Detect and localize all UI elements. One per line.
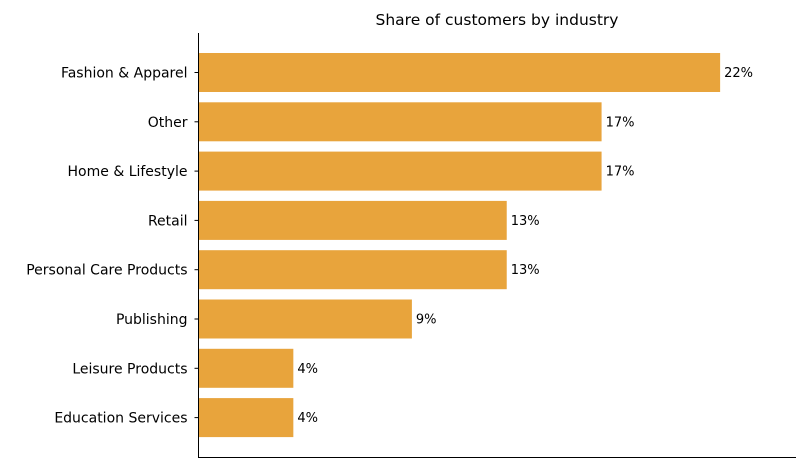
category-labels-group: Fashion & Apparel Other Home & Lifestyle Re… bbox=[26, 66, 199, 427]
bar bbox=[198, 299, 412, 339]
bar bbox=[198, 200, 507, 240]
data-label: 13% bbox=[511, 263, 540, 278]
data-label: 4% bbox=[297, 411, 318, 426]
data-label: 13% bbox=[511, 214, 540, 229]
bar bbox=[198, 102, 602, 142]
category-label: Other bbox=[148, 115, 188, 131]
category-label: Education Services bbox=[54, 411, 187, 427]
data-label: 4% bbox=[297, 362, 318, 377]
category-label: Home & Lifestyle bbox=[68, 164, 188, 180]
chart-title: Share of customers by industry bbox=[376, 11, 619, 29]
bar bbox=[198, 250, 507, 290]
data-label: 17% bbox=[606, 165, 635, 180]
bar bbox=[198, 151, 602, 191]
data-label: 22% bbox=[724, 66, 753, 81]
category-label: Publishing bbox=[116, 312, 188, 328]
category-label: Leisure Products bbox=[72, 361, 187, 377]
bar bbox=[198, 398, 294, 438]
value-labels-group: 22% 17% 17% 13% 13% 9% 4% 4% bbox=[297, 66, 753, 426]
category-label: Personal Care Products bbox=[26, 263, 187, 279]
category-label: Fashion & Apparel bbox=[61, 66, 188, 82]
bar bbox=[198, 348, 294, 388]
data-label: 17% bbox=[606, 115, 635, 130]
bars-group bbox=[198, 53, 721, 438]
bar bbox=[198, 53, 721, 92]
data-label: 9% bbox=[416, 313, 437, 328]
category-label: Retail bbox=[148, 213, 188, 229]
